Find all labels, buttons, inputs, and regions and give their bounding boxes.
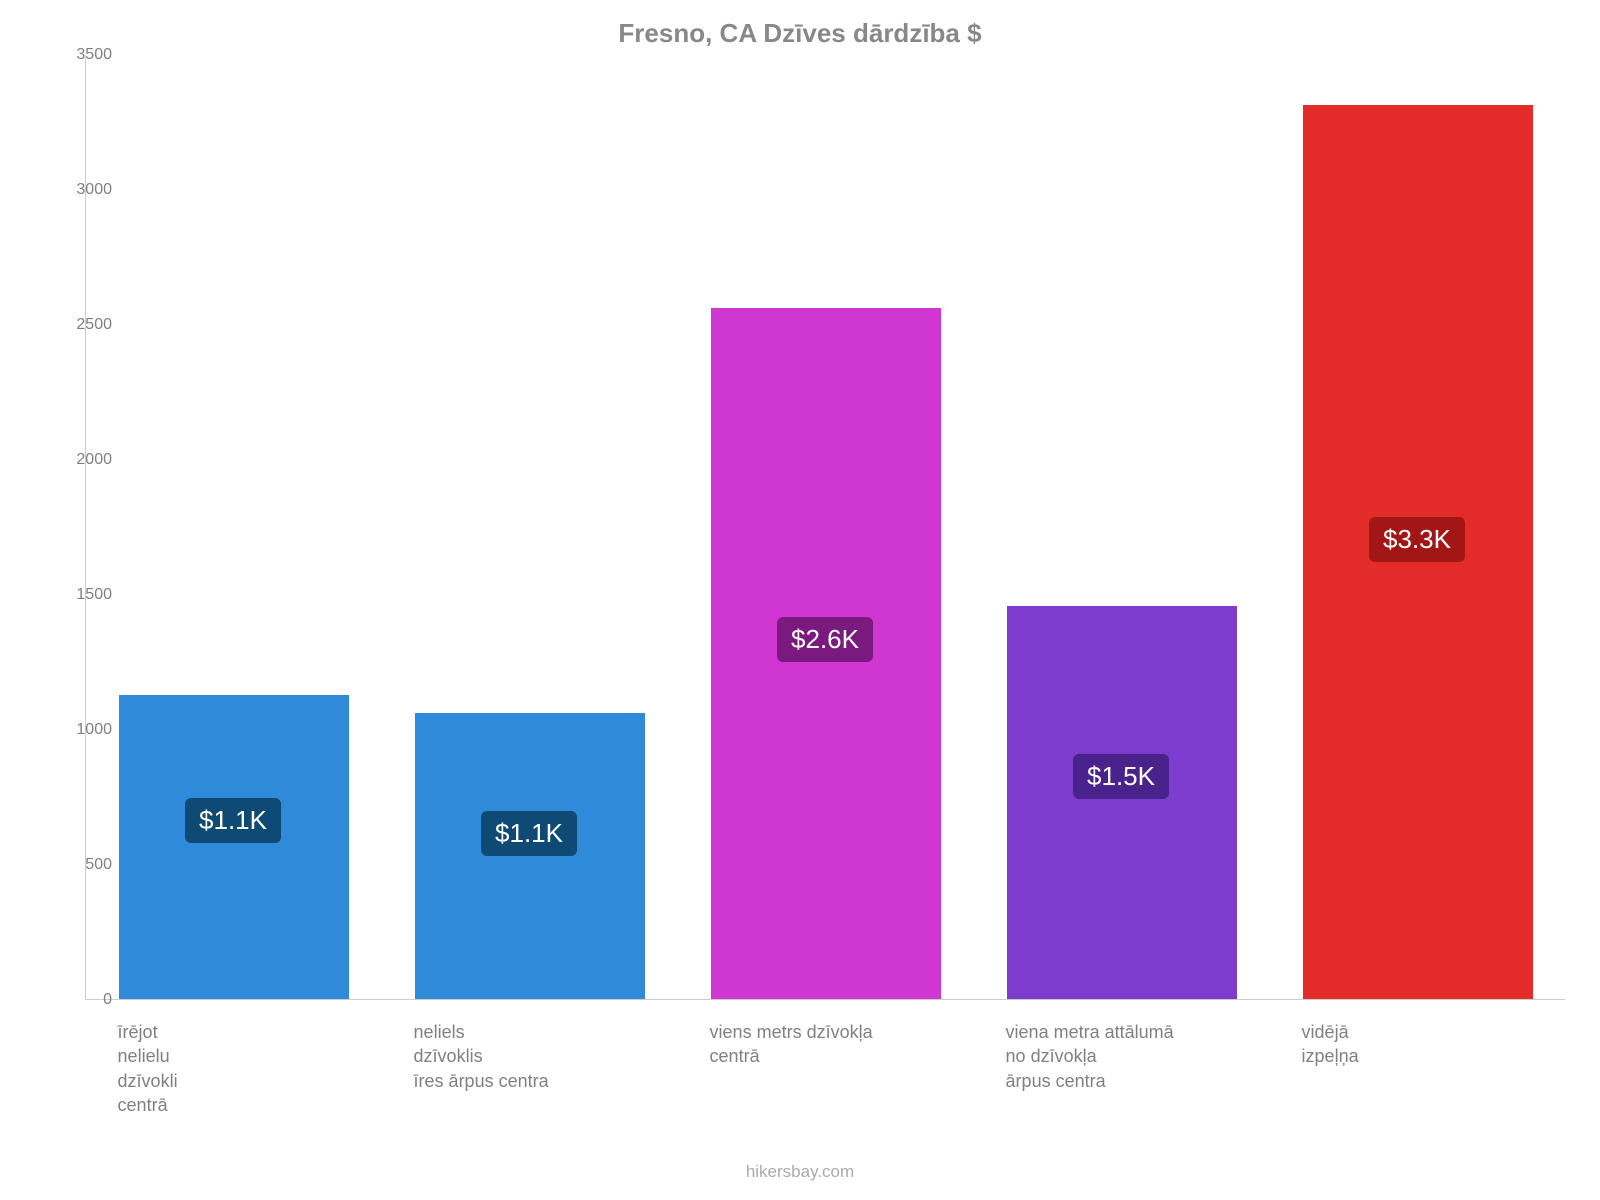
y-tick: 1500 (76, 586, 112, 604)
y-tick: 0 (103, 991, 112, 1009)
bar-value-label: $1.1K (185, 798, 281, 843)
x-axis-label: viens metrs dzīvokļa centrā (710, 1020, 981, 1069)
bar-value-label: $1.5K (1073, 754, 1169, 799)
y-tick: 3500 (76, 46, 112, 64)
y-tick: 1000 (76, 721, 112, 739)
x-axis-label: vidējā izpeļņa (1302, 1020, 1573, 1069)
y-tick: 2000 (76, 451, 112, 469)
bar-value-label: $3.3K (1369, 517, 1465, 562)
chart-container: Fresno, CA Dzīves dārdzība $ hikersbay.c… (0, 0, 1600, 1200)
plot-area (85, 55, 1565, 1000)
y-tick: 2500 (76, 316, 112, 334)
bar-value-label: $1.1K (481, 811, 577, 856)
chart-footer: hikersbay.com (746, 1162, 854, 1182)
x-axis-label: neliels dzīvoklis īres ārpus centra (414, 1020, 685, 1093)
bar (1007, 606, 1238, 999)
bar-value-label: $2.6K (777, 617, 873, 662)
x-axis-label: īrējot nelielu dzīvokli centrā (118, 1020, 389, 1117)
bar (119, 695, 350, 999)
x-axis-label: viena metra attālumā no dzīvokļa ārpus c… (1006, 1020, 1277, 1093)
y-tick: 3000 (76, 181, 112, 199)
y-tick: 500 (85, 856, 112, 874)
chart-title: Fresno, CA Dzīves dārdzība $ (618, 18, 981, 49)
